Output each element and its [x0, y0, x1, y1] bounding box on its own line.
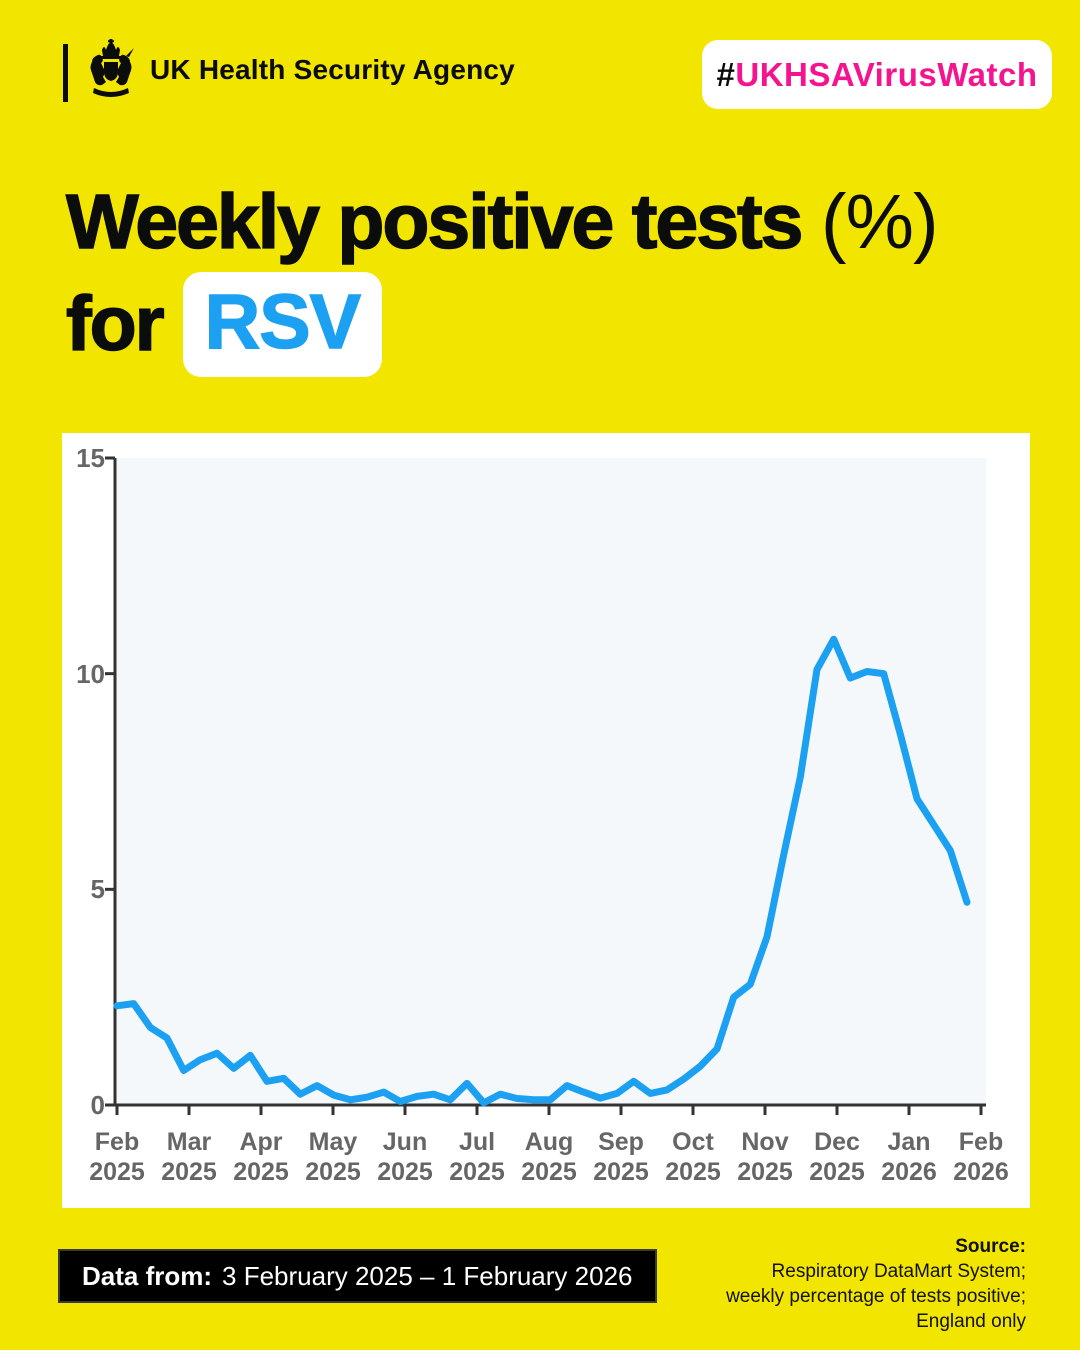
- x-axis-label: Jul 2025: [449, 1128, 505, 1186]
- x-axis-label: Sep 2025: [593, 1128, 649, 1186]
- y-axis-label: 0: [90, 1090, 105, 1120]
- x-axis-label: Feb 2025: [89, 1128, 145, 1186]
- org-name: UK Health Security Agency: [150, 54, 515, 85]
- source-note: Source: Respiratory DataMart System; wee…: [546, 1234, 1026, 1334]
- chart-card: 0 5 10 15 Feb 2025 Mar 2025 Apr 2025 May 2025 Jun 202…: [62, 433, 1030, 1208]
- y-axis-label: 10: [76, 658, 105, 689]
- x-axis-label: Nov 2025: [737, 1128, 793, 1186]
- x-axis-label: May 2025: [305, 1128, 361, 1186]
- title-for-text: for: [65, 280, 165, 368]
- page-title-line2: for RSV: [65, 272, 382, 377]
- x-axis-label: Mar 2025: [161, 1128, 217, 1186]
- x-axis-label: Aug 2025: [521, 1128, 577, 1186]
- source-line: Respiratory DataMart System;: [771, 1261, 1026, 1282]
- hashtag-badge: # UKHSAVirusWatch: [702, 40, 1052, 109]
- source-line: weekly percentage of tests positive;: [726, 1286, 1026, 1307]
- y-axis-label: 15: [76, 443, 105, 473]
- title-heavy-text: Weekly positive tests: [65, 178, 804, 266]
- data-from-value: 3 February 2025 – 1 February 2026: [222, 1260, 633, 1291]
- x-axis-label: Oct 2025: [665, 1128, 721, 1186]
- rsv-line-chart: [105, 456, 986, 1115]
- x-axis-label: Jan 2026: [881, 1128, 937, 1186]
- rsv-highlight-chip: RSV: [182, 272, 382, 377]
- data-from-label: Data from:: [82, 1260, 213, 1291]
- page-title: Weekly positive tests (%): [65, 168, 1056, 276]
- x-axis-label: Dec 2025: [809, 1128, 865, 1186]
- hashtag-text: UKHSAVirusWatch: [735, 55, 1038, 93]
- title-percent-text: (%): [820, 179, 939, 265]
- y-axis-label: 5: [90, 874, 105, 905]
- source-label: Source:: [955, 1236, 1026, 1257]
- x-axis-label: Jun 2025: [377, 1128, 433, 1186]
- x-axis-label: Apr 2025: [233, 1128, 289, 1186]
- source-line: England only: [916, 1311, 1026, 1332]
- logo-divider: [63, 44, 68, 102]
- royal-coat-of-arms-icon: [90, 39, 134, 97]
- rsv-trend-line: [113, 635, 971, 1107]
- hashtag-prefix: #: [716, 55, 736, 93]
- x-axis-label: Feb 2026: [953, 1128, 1009, 1186]
- data-range-box: Data from: 3 February 2025 – 1 February …: [58, 1249, 657, 1303]
